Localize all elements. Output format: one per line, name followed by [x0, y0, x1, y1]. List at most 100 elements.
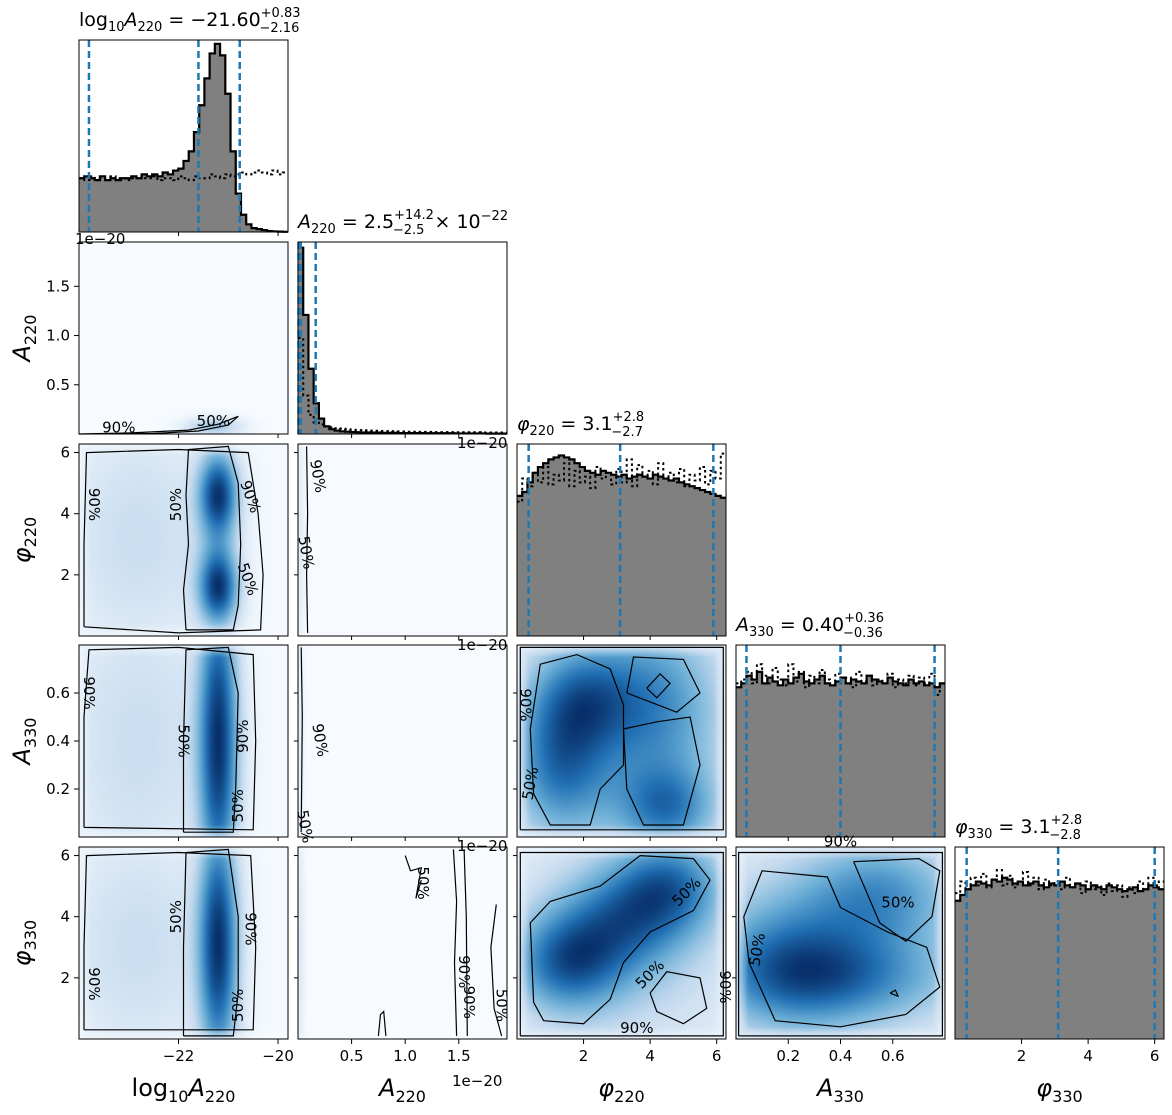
density-cell-phi220-vs-A220: [298, 444, 507, 636]
contour-label-90: 90%: [516, 688, 534, 721]
contour-label-50: 50%: [197, 412, 230, 430]
hist-cell-A220: A220 = 2.5+14.2 −2.5 × 10−22: [296, 208, 508, 435]
hist-fill-log10A220: [79, 43, 288, 233]
axis-sub2: 330: [833, 1087, 864, 1106]
axis-sub1: 10: [168, 1087, 188, 1106]
contour-label-90: 90%: [102, 419, 135, 437]
contour-label-50: 50%: [293, 809, 317, 845]
contour-90-A330-log10A: [83, 646, 257, 831]
contour-50-phi330-A220: [404, 855, 423, 899]
y-tick-label-A220: 1.5: [46, 277, 70, 295]
density-map: [298, 645, 507, 837]
hist-title-A220: A220 = 2.5+14.2 −2.5 × 10−22: [296, 208, 508, 238]
hist-cell-phi330: φ330 = 3.1+2.8 −2.8: [955, 813, 1164, 1039]
title-sub1: 10: [108, 20, 125, 35]
contour-label-50: 50%: [519, 765, 543, 801]
contour-label-50: 50%: [167, 488, 185, 521]
offset-label-log10A: 1e−20: [75, 230, 125, 248]
offset-label-A220-row3: 1e−20: [457, 837, 507, 855]
axis-sub2: 330: [1052, 1087, 1083, 1106]
y-tick-label-A220: 1.0: [46, 327, 70, 345]
density-cell-A330-vs-phi220: [517, 645, 726, 837]
title-lower-error: −2.16: [260, 21, 300, 36]
x-tick-label-phi330: 2: [1017, 1047, 1027, 1065]
contour-label-90: 90%: [306, 458, 330, 494]
contour-label-90: 90%: [242, 912, 260, 945]
density-map: [517, 645, 726, 837]
contour-label-90: 90%: [308, 722, 332, 758]
contour-label-50: 50%: [492, 989, 510, 1022]
axis-symbol: φ: [1036, 1074, 1052, 1102]
hist-cell-log10A220: log10A220 = −21.60+0.83 −2.16: [79, 6, 301, 233]
contour-90-A330-A220: [300, 647, 303, 833]
axis-symbol: A: [8, 748, 36, 766]
x-tick-label-A330: 0.2: [776, 1047, 800, 1065]
axis-symbol: A: [377, 1074, 395, 1102]
hist-fill-A220: [298, 247, 507, 434]
hist-fill-phi330: [955, 877, 1164, 1039]
density-cell-phi330-vs-A220: [298, 847, 507, 1039]
contour-50b-A330-phi220: [622, 716, 701, 826]
axis-symbol: A: [186, 1074, 204, 1102]
hist-prior-log10A220: [79, 169, 288, 182]
title-lower-error: −2.7: [611, 425, 643, 440]
y-axis-label-A220: A220: [8, 315, 40, 364]
contour-label-50: 50%: [229, 789, 247, 822]
x-tick-label-phi330: 4: [1083, 1047, 1093, 1065]
contour-90-phi330-log10A: [83, 851, 257, 1031]
hist-prior-phi330: [955, 869, 1164, 898]
density-map: [79, 444, 288, 636]
hist-title-log10A220: log10A220 = −21.60+0.83 −2.16: [79, 6, 301, 36]
title-sub2: 330: [968, 827, 993, 842]
density-frame: [516, 846, 727, 1040]
contour-90-phi220-A220: [305, 446, 309, 633]
title-symbol: A: [296, 211, 311, 233]
contour-50b-phi330-A220: [490, 904, 503, 1037]
contour-label-90: 90%: [455, 955, 473, 988]
x-tick-label-A330: 0.6: [881, 1047, 905, 1065]
density-cell-phi220-vs-log10A220: [79, 444, 288, 636]
title-symbol: φ: [955, 816, 968, 838]
x-tick-label-phi220: 4: [645, 1047, 655, 1065]
density-cell-A220-vs-log10A220: [79, 242, 288, 434]
contour-50d-A330-phi220: [646, 672, 671, 699]
title-value: = 3.1: [992, 816, 1050, 838]
x-axis-label-log10A220: log10A220: [132, 1074, 236, 1106]
y-tick-label-phi220: 4: [60, 505, 70, 523]
axis-sub2: 330: [21, 920, 40, 951]
x-tick-label-phi220: 6: [712, 1047, 722, 1065]
contour-label-50: 50%: [745, 931, 769, 967]
x-tick-label-phi220: 2: [579, 1047, 589, 1065]
x-axis-label-A220: A220: [377, 1074, 426, 1106]
title-value: = 0.40: [774, 614, 844, 636]
density-frame: [297, 846, 508, 1040]
hist-fill-A330: [736, 671, 945, 837]
y-tick-label-A330: 0.4: [46, 732, 70, 750]
contour-label-90: 90%: [234, 720, 252, 753]
contour-50c-A330-phi220: [626, 656, 701, 713]
hist-title-phi330: φ330 = 3.1+2.8 −2.8: [955, 813, 1082, 843]
contour-label-90: 90%: [824, 832, 857, 850]
density-map: [736, 847, 945, 1039]
title-tail: × 10: [428, 211, 480, 233]
x-tick-label-log10A220: −22: [163, 1047, 195, 1065]
hist-frame-phi220: [516, 443, 727, 637]
offset-label-A220-bottom: 1e−20: [452, 1072, 502, 1090]
contour-50-phi330-log10A: [182, 848, 239, 1037]
x-tick-label-log10A220: −20: [262, 1047, 294, 1065]
contour-label-50: 50%: [881, 894, 914, 912]
hist-cell-A330: A330 = 0.40+0.36 −0.36: [734, 611, 945, 837]
contour-label-50: 50%: [175, 724, 193, 757]
y-axis-label-A330: A330: [8, 718, 40, 767]
contour-50b-phi330-phi220: [649, 971, 708, 1025]
contour-label-90: 90%: [460, 986, 478, 1019]
axis-sub2: 220: [395, 1087, 426, 1106]
contour-90-phi330-A220: [452, 849, 458, 1036]
contour-90-phi220-log10A: [83, 448, 264, 634]
axis-symbol: φ: [598, 1074, 614, 1102]
title-value: = −21.60: [162, 9, 260, 31]
x-tick-label-phi330: 6: [1150, 1047, 1160, 1065]
density-map: [298, 444, 507, 636]
